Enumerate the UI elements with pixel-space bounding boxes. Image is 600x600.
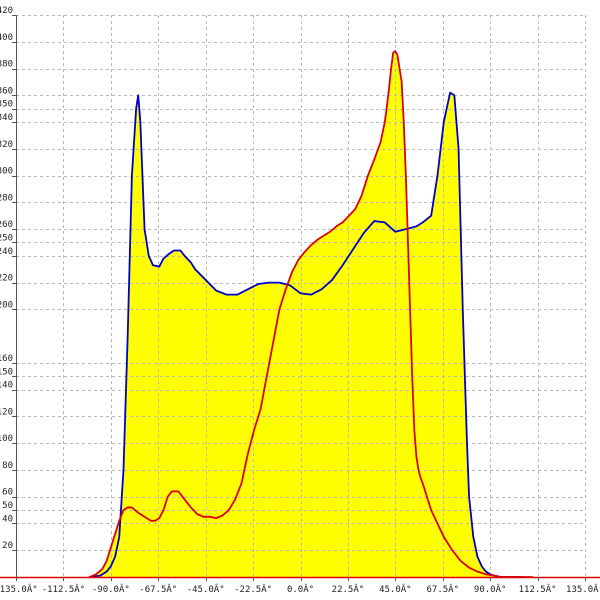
x-tick-label: -22.5Â°: [234, 583, 272, 595]
series-lines: [88, 50, 534, 578]
y-tick-label: 120: [0, 407, 13, 417]
y-tick-label: 260: [0, 220, 13, 230]
y-tick-label: 220: [0, 274, 13, 284]
series-line-2: [88, 50, 534, 578]
x-tick-label: -45.0Â°: [187, 583, 225, 595]
y-tick-label: 420: [0, 6, 13, 16]
y-tick-label: 50: [2, 501, 13, 511]
y-tick-label: 160: [0, 354, 13, 364]
y-tick-label: 280: [0, 193, 13, 203]
x-tick-label: 0.0Â°: [287, 583, 314, 595]
x-tick-labels: -135.0Â° -112.5Â° -90.0Â° -67.5Â° -45.0Â° -22…: [0, 583, 600, 595]
x-tick-label: -112.5Â°: [42, 583, 85, 595]
y-tick-label: 80: [2, 461, 13, 471]
y-tick-label: 40: [2, 514, 13, 524]
series-line-1: [88, 91, 523, 578]
y-tick-label: 60: [2, 488, 13, 498]
y-tick-label: 400: [0, 33, 13, 43]
x-tick-label: -135.0Â°: [0, 583, 38, 595]
y-tick-label: 320: [0, 140, 13, 150]
y-tick-label: 350: [0, 100, 13, 110]
x-tick-label: -67.5Â°: [139, 583, 177, 595]
y-tick-label: 380: [0, 60, 13, 70]
grid: [16, 15, 586, 577]
y-tick-label: 240: [0, 247, 13, 257]
x-tick-label: 22.5Â°: [332, 583, 365, 595]
x-tick-label: 67.5Â°: [426, 583, 459, 595]
y-tick-label: 200: [0, 300, 13, 310]
area-fill: [89, 51, 533, 577]
x-tick-label: 135.0Â°: [566, 583, 600, 595]
y-tick-label: 360: [0, 86, 13, 96]
x-tick-label: 90.0Â°: [474, 583, 507, 595]
y-tick-label: 20: [2, 541, 13, 551]
y-tick-label: 300: [0, 167, 13, 177]
y-tick-label: 150: [0, 367, 13, 377]
y-tick-label: 140: [0, 381, 13, 391]
y-tick-label: 250: [0, 233, 13, 243]
x-tick-label: 45.0Â°: [379, 583, 412, 595]
axes: [0, 15, 600, 581]
area-fill-path: [89, 51, 533, 577]
x-tick-label: -90.0Â°: [92, 583, 130, 595]
y-tick-label: 100: [0, 434, 13, 444]
y-tick-labels: 20 40 50 60 80 100 120 140 150 160 200 220 240 250 260…: [0, 6, 13, 551]
x-tick-label: 112.5Â°: [519, 583, 557, 595]
y-tick-label: 340: [0, 113, 13, 123]
